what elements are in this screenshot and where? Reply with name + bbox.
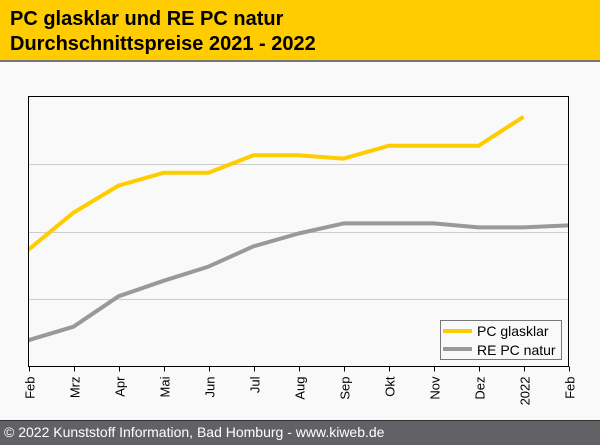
- legend-label-re-pc-natur: RE PC natur: [477, 342, 556, 358]
- series-line-re-pc-natur: [27, 221, 569, 343]
- legend-label-pc-glasklar: PC glasklar: [477, 323, 549, 339]
- footer: © 2022 Kunststoff Information, Bad Hombu…: [0, 420, 600, 445]
- legend: PC glasklar RE PC natur: [440, 320, 562, 360]
- x-tick-label: Mrz: [68, 377, 83, 399]
- x-tick-label: Feb: [23, 377, 38, 399]
- x-tick-label: Jun: [203, 377, 218, 398]
- x-tick-label: Sep: [338, 377, 353, 400]
- x-tick-label: 2022: [518, 377, 533, 406]
- x-tick-label: Mai: [158, 376, 173, 397]
- x-tick-label: Aug: [293, 377, 308, 400]
- title-line-2: Durchschnittspreise 2021 - 2022: [10, 33, 316, 55]
- legend-box: [440, 320, 562, 360]
- copyright-text: © 2022 Kunststoff Information, Bad Hombu…: [4, 424, 385, 440]
- x-tick-label: Okt: [383, 376, 398, 397]
- plot-frame: [28, 96, 569, 367]
- chart-header: PC glasklar und RE PC natur Durchschnitt…: [0, 0, 600, 62]
- x-tick-label: Apr: [113, 376, 128, 397]
- x-tick-label: Dez: [473, 377, 488, 400]
- series-line-pc-glasklar: [27, 115, 525, 252]
- title-line-1: PC glasklar und RE PC natur: [10, 8, 284, 30]
- x-tick-label: Feb: [563, 377, 578, 399]
- x-tick-label: Jul: [248, 376, 263, 393]
- x-tick-label: Nov: [428, 376, 443, 400]
